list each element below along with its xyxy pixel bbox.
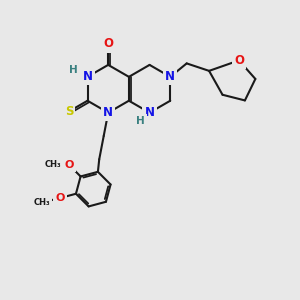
Text: O: O — [64, 160, 74, 170]
Text: O: O — [103, 38, 113, 50]
Text: N: N — [145, 106, 154, 119]
Text: S: S — [64, 105, 73, 118]
Text: H: H — [136, 116, 145, 126]
Text: O: O — [234, 54, 244, 67]
Text: H: H — [69, 65, 78, 75]
Text: O: O — [56, 193, 65, 203]
Text: CH₃: CH₃ — [34, 198, 50, 207]
Text: N: N — [82, 70, 92, 83]
Text: CH₃: CH₃ — [44, 160, 61, 169]
Text: N: N — [103, 106, 113, 119]
Text: N: N — [165, 70, 175, 83]
